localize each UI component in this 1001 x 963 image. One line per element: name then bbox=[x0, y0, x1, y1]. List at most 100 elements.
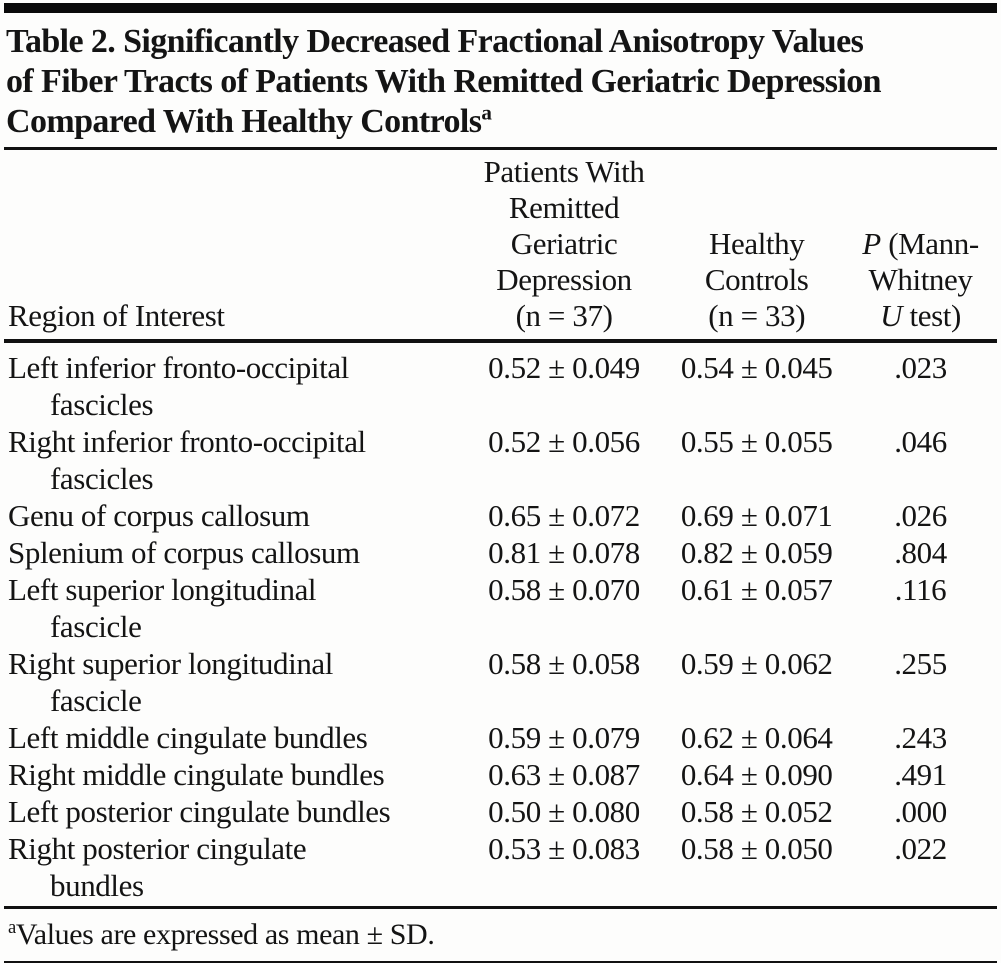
p-value: .026 bbox=[894, 498, 947, 533]
region-name: Right posterior cingulate bbox=[8, 831, 307, 866]
footnote-marker: a bbox=[8, 917, 16, 938]
controls-value: 0.62 ± 0.064 bbox=[680, 720, 833, 755]
table-row: Right superior longitudinal fascicle 0.58… bbox=[4, 645, 997, 719]
table-title-line: Compared With Healthy Controlsa bbox=[6, 102, 997, 142]
controls-value: 0.55 ± 0.055 bbox=[680, 424, 833, 459]
region-cell: Left middle cingulate bundles bbox=[4, 719, 459, 756]
column-header-p-line: P (Mann- bbox=[844, 226, 997, 262]
patients-value: 0.63 ± 0.087 bbox=[488, 757, 640, 792]
region-cell: Left superior longitudinal fascicle bbox=[4, 571, 459, 645]
patients-value: 0.52 ± 0.049 bbox=[488, 350, 640, 385]
rule-above-footnote bbox=[4, 906, 997, 909]
column-header-controls-line: Healthy bbox=[709, 226, 805, 261]
region-cell: Right posterior cingulate bundles bbox=[4, 830, 459, 904]
controls-value: 0.58 ± 0.050 bbox=[680, 831, 833, 866]
p-value: .804 bbox=[894, 535, 947, 570]
region-cell: Left posterior cingulate bundles bbox=[4, 793, 459, 830]
patients-value: 0.58 ± 0.058 bbox=[488, 646, 640, 681]
patients-value: 0.58 ± 0.070 bbox=[488, 572, 640, 607]
column-header-patients-n: (n = 37) bbox=[515, 298, 613, 333]
region-cell: Right middle cingulate bundles bbox=[4, 756, 459, 793]
u-symbol: U bbox=[880, 298, 903, 333]
controls-value: 0.64 ± 0.090 bbox=[680, 757, 833, 792]
p-value: .046 bbox=[894, 424, 947, 459]
column-header-p-value: P (Mann- Whitney U test) bbox=[844, 150, 997, 343]
column-header-patients-line: Depression bbox=[496, 262, 632, 297]
table-title: Table 2. Significantly Decreased Fractio… bbox=[6, 22, 997, 142]
table-header: Region of Interest Patients With Remitte… bbox=[4, 150, 997, 343]
region-name-wrap: bundles bbox=[50, 868, 144, 903]
table-row: Left middle cingulate bundles 0.59 ± 0.0… bbox=[4, 719, 997, 756]
region-cell: Splenium of corpus callosum bbox=[4, 534, 459, 571]
p-value: .022 bbox=[894, 831, 947, 866]
column-header-patients-line: Geriatric bbox=[510, 226, 618, 261]
region-name-wrap: fascicles bbox=[50, 387, 154, 422]
region-name: Splenium of corpus callosum bbox=[8, 535, 360, 570]
column-header-patients: Patients With Remitted Geriatric Depress… bbox=[458, 150, 670, 343]
column-header-p-line-text: test) bbox=[902, 298, 962, 333]
column-header-controls-line: Controls bbox=[704, 262, 809, 297]
region-name: Right superior longitudinal bbox=[8, 646, 334, 681]
column-header-patients-line: Patients With bbox=[483, 154, 645, 189]
patients-value: 0.65 ± 0.072 bbox=[488, 498, 640, 533]
region-name: Left middle cingulate bundles bbox=[8, 720, 368, 755]
patients-value: 0.53 ± 0.083 bbox=[488, 831, 640, 866]
table-row: Right inferior fronto-occipital fascicles… bbox=[4, 423, 997, 497]
region-cell: Left inferior fronto-occipital fascicles bbox=[4, 341, 459, 423]
title-footnote-marker: a bbox=[481, 100, 492, 125]
p-symbol: P bbox=[862, 226, 881, 261]
region-name: Right middle cingulate bundles bbox=[8, 757, 385, 792]
region-cell: Right inferior fronto-occipital fascicles bbox=[4, 423, 459, 497]
table-title-line-text: Compared With Healthy Controls bbox=[6, 103, 482, 140]
patients-value: 0.52 ± 0.056 bbox=[488, 424, 640, 459]
region-name: Left superior longitudinal bbox=[8, 572, 317, 607]
controls-value: 0.54 ± 0.045 bbox=[680, 350, 833, 385]
table-header-row: Region of Interest Patients With Remitte… bbox=[4, 150, 997, 343]
table-row: Splenium of corpus callosum 0.81 ± 0.078… bbox=[4, 534, 997, 571]
top-rule-bar bbox=[4, 3, 997, 13]
region-name-wrap: fascicle bbox=[50, 609, 142, 644]
table-row: Left posterior cingulate bundles 0.50 ± … bbox=[4, 793, 997, 830]
table-row: Right posterior cingulate bundles 0.53 ± … bbox=[4, 830, 997, 904]
region-name-wrap: fascicles bbox=[50, 461, 154, 496]
rule-under-title bbox=[4, 147, 997, 150]
controls-value: 0.82 ± 0.059 bbox=[680, 535, 833, 570]
column-header-region-of-interest: Region of Interest bbox=[4, 150, 459, 343]
column-header-controls: Healthy Controls (n = 33) bbox=[669, 150, 845, 343]
region-name: Genu of corpus callosum bbox=[8, 498, 310, 533]
table-row: Genu of corpus callosum 0.65 ± 0.072 0.6… bbox=[4, 497, 997, 534]
column-header-p-line: Whitney bbox=[868, 262, 973, 297]
p-value: .491 bbox=[894, 757, 947, 792]
region-name-wrap: fascicle bbox=[50, 683, 142, 718]
table-row: Left superior longitudinal fascicle 0.58 … bbox=[4, 571, 997, 645]
p-value: .000 bbox=[894, 794, 947, 829]
column-header-patients-line: Remitted bbox=[508, 190, 620, 225]
region-name: Left inferior fronto-occipital bbox=[8, 350, 349, 385]
region-cell: Right superior longitudinal fascicle bbox=[4, 645, 459, 719]
controls-value: 0.59 ± 0.062 bbox=[680, 646, 833, 681]
p-value: .255 bbox=[894, 646, 947, 681]
p-value: .243 bbox=[894, 720, 947, 755]
column-header-p-line: U test) bbox=[844, 298, 997, 334]
controls-value: 0.69 ± 0.071 bbox=[680, 498, 833, 533]
p-value: .116 bbox=[894, 572, 947, 607]
table-row: Left inferior fronto-occipital fascicles … bbox=[4, 341, 997, 423]
table-title-line: Table 2. Significantly Decreased Fractio… bbox=[6, 23, 864, 60]
footnote-text: Values are expressed as mean ± SD. bbox=[15, 918, 435, 951]
patients-value: 0.50 ± 0.080 bbox=[488, 794, 640, 829]
controls-value: 0.61 ± 0.057 bbox=[680, 572, 833, 607]
p-value: .023 bbox=[894, 350, 947, 385]
table-footnote: aValues are expressed as mean ± SD. bbox=[4, 909, 997, 963]
region-name: Left posterior cingulate bundles bbox=[8, 794, 391, 829]
patients-value: 0.59 ± 0.079 bbox=[488, 720, 640, 755]
table-row: Right middle cingulate bundles 0.63 ± 0.… bbox=[4, 756, 997, 793]
fa-values-table: Region of Interest Patients With Remitte… bbox=[4, 150, 997, 904]
column-header-controls-n: (n = 33) bbox=[708, 298, 806, 333]
region-name: Right inferior fronto-occipital bbox=[8, 424, 366, 459]
patients-value: 0.81 ± 0.078 bbox=[488, 535, 640, 570]
column-header-p-line-text: (Mann- bbox=[880, 226, 979, 261]
controls-value: 0.58 ± 0.052 bbox=[680, 794, 833, 829]
table-title-line: of Fiber Tracts of Patients With Remitte… bbox=[6, 63, 882, 100]
table-body: Left inferior fronto-occipital fascicles … bbox=[4, 341, 997, 904]
